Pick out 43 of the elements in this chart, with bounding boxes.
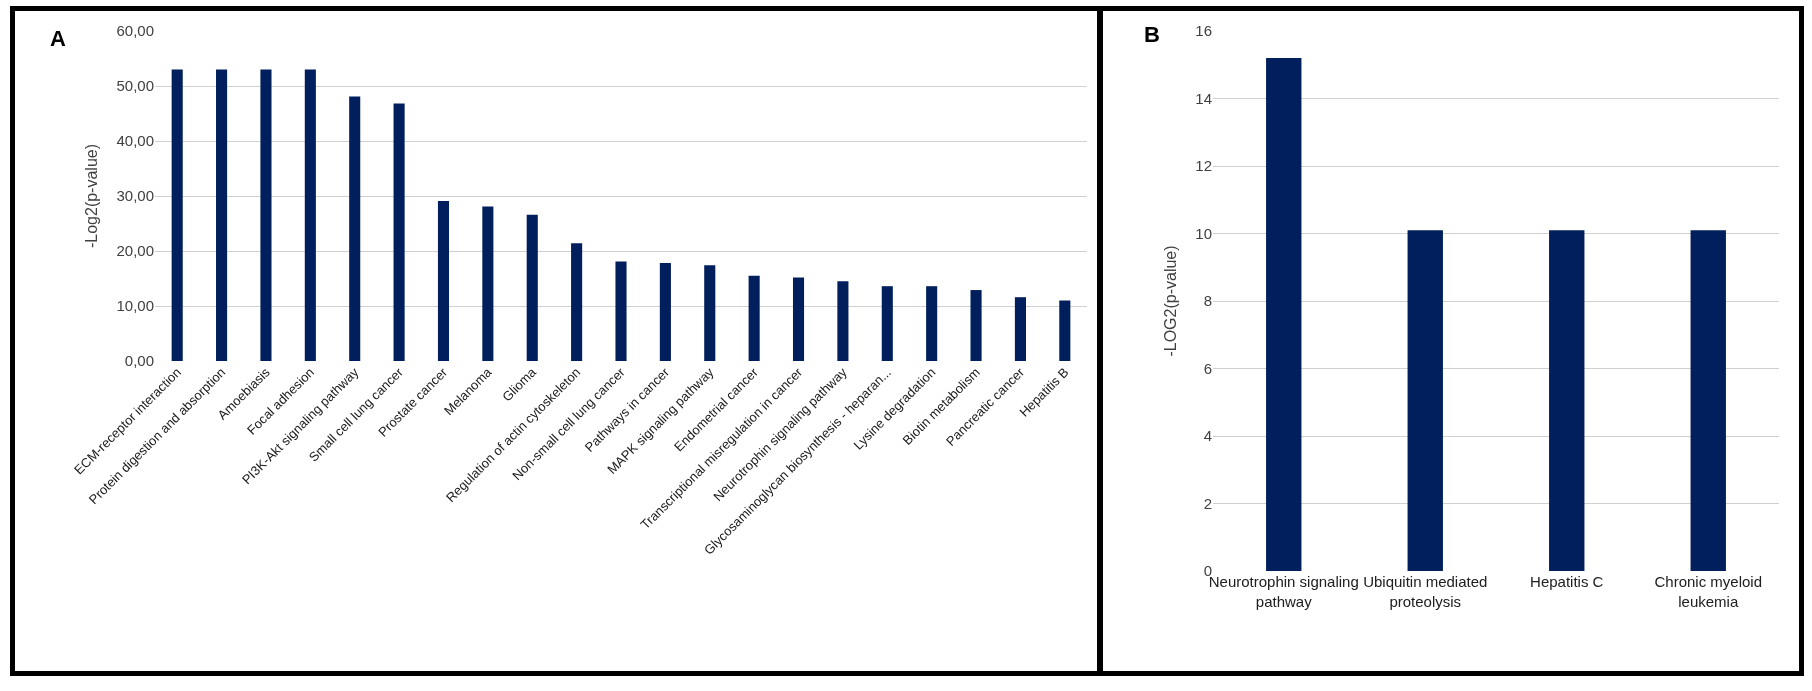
bar [349, 96, 361, 361]
text: B [1144, 22, 1160, 47]
bar [260, 69, 272, 361]
bar [881, 286, 893, 361]
x-tick-label: Hepatitis C [1530, 573, 1604, 590]
y-tick-label: 0,00 [124, 352, 154, 370]
y-tick-label: 4 [1203, 427, 1212, 445]
y-tick-label: 50,00 [116, 77, 154, 95]
y-tick-label: 10,00 [116, 297, 154, 315]
bar [171, 69, 183, 361]
text: A [50, 26, 66, 51]
y-tick-label: 12 [1195, 157, 1212, 175]
bar [304, 69, 316, 361]
bar [1059, 300, 1071, 361]
y-axis-title: -Log2(p-value) [83, 143, 101, 249]
x-tick-label: Chronic myeloid leukemia [1654, 573, 1763, 610]
bar [216, 69, 228, 361]
bar [748, 275, 760, 361]
bar [437, 200, 450, 361]
bar [615, 261, 627, 361]
bar [926, 286, 938, 361]
x-tick-label: Ubiquitin mediated proteolysis [1363, 573, 1488, 610]
y-tick-label: 30,00 [116, 187, 154, 205]
bar [393, 103, 405, 361]
bar [482, 206, 494, 361]
y-tick-label: 2 [1203, 494, 1212, 512]
bar [837, 281, 849, 361]
y-axis-title: -LOG2(p-value) [1162, 245, 1180, 357]
y-tick-label: 60,00 [116, 22, 154, 40]
bar [970, 290, 982, 361]
y-tick-label: 6 [1203, 359, 1212, 377]
bar [1014, 297, 1026, 361]
bar [526, 214, 538, 361]
bar [704, 265, 716, 361]
bar [792, 277, 805, 361]
bar [659, 263, 671, 361]
y-tick-label: 8 [1203, 292, 1212, 310]
y-tick-label: 10 [1195, 224, 1212, 242]
y-tick-label: 40,00 [116, 132, 154, 150]
y-tick-label: 20,00 [116, 242, 154, 260]
bar [571, 243, 583, 361]
y-tick-label: 14 [1195, 89, 1212, 107]
y-tick-label: 16 [1195, 22, 1212, 40]
